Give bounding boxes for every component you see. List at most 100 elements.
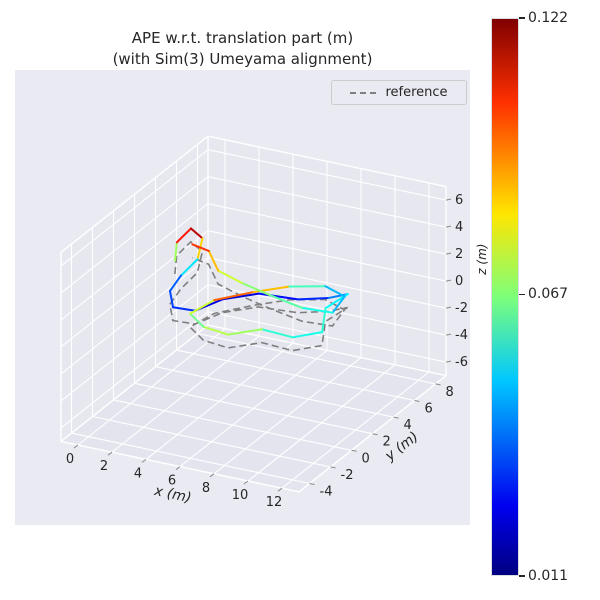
- ape-trajectory-segment: [324, 285, 346, 298]
- y-tick-label: -4: [320, 485, 333, 500]
- grid-line: [207, 257, 447, 309]
- axis-line: [60, 324, 209, 442]
- colorbar: [491, 18, 519, 576]
- z-tick-label: 6: [455, 193, 463, 208]
- y-tick-mark: [330, 466, 336, 469]
- ape-trajectory-segment: [221, 292, 260, 301]
- ape-trajectory-segment: [297, 296, 330, 301]
- grid-line: [176, 349, 415, 402]
- axis-line: [207, 324, 447, 377]
- z-tick-label: 4: [455, 220, 463, 235]
- grid-line: [207, 311, 447, 363]
- ape-trajectory-segment: [213, 291, 255, 302]
- x-axis-label: x (m): [152, 483, 193, 507]
- z-tick-mark: [445, 279, 452, 282]
- z-tick-label: 2: [455, 247, 463, 262]
- axis-line: [60, 135, 209, 253]
- ape-trajectory-segment: [189, 299, 216, 315]
- y-tick-label: 4: [404, 418, 412, 433]
- x-tick-mark: [141, 458, 147, 463]
- x-tick-label: 2: [100, 459, 108, 474]
- y-tick-mark: [309, 483, 315, 485]
- x-tick-mark: [73, 444, 79, 449]
- z-axis-label: z (m): [475, 244, 489, 276]
- grid-line: [155, 366, 394, 418]
- x-tick-mark: [243, 480, 249, 485]
- grid-line: [207, 176, 447, 228]
- y-tick-mark: [414, 400, 420, 402]
- grid-line: [60, 149, 209, 267]
- ape-trajectory-segment: [190, 227, 204, 240]
- z-tick-mark: [445, 225, 452, 228]
- colorbar-tick-mark: [519, 575, 525, 577]
- ape-trajectory-segment: [196, 237, 204, 261]
- ape-trajectory-segment: [261, 328, 294, 339]
- ape-trajectory-segment: [227, 328, 263, 336]
- legend: reference: [331, 80, 467, 105]
- grid-line: [92, 415, 331, 468]
- ape-trajectory-segment: [180, 258, 199, 277]
- z-tick-mark: [445, 360, 452, 363]
- colorbar-tick-mark: [519, 17, 525, 19]
- x-tick-label: 12: [266, 495, 283, 510]
- legend-reference-label: reference: [385, 85, 448, 100]
- legend-dashed-line-sample: [350, 91, 377, 94]
- x-tick-mark: [175, 466, 181, 471]
- reference-trajectory: [169, 240, 349, 352]
- ape-trajectory-segment: [189, 312, 205, 328]
- ape-trajectory-segment: [202, 325, 230, 336]
- plot-title: APE w.r.t. translation part (m) (with Si…: [15, 28, 470, 70]
- y-tick-label: 2: [383, 435, 391, 450]
- ape-trajectory-segment: [217, 269, 243, 284]
- z-tick-mark: [445, 306, 452, 309]
- x-tick-mark: [209, 473, 215, 478]
- z-tick-label: 0: [455, 274, 463, 289]
- y-tick-label: -2: [341, 468, 354, 483]
- z-tick-mark: [445, 252, 452, 255]
- x-tick-mark: [107, 451, 113, 456]
- ape-trajectory-segment: [172, 306, 197, 312]
- ape-trajectory-segment: [257, 292, 299, 301]
- grid-line: [60, 257, 209, 375]
- plot-title-line1: APE w.r.t. translation part (m): [131, 29, 354, 47]
- grid-line: [134, 382, 373, 435]
- ape-trajectory-segment: [175, 227, 192, 244]
- x-tick-label: 4: [134, 466, 142, 481]
- ape-trajectory-segment: [240, 281, 271, 296]
- x-tick-label: 10: [232, 488, 249, 503]
- ape-trajectory-segment: [268, 293, 304, 309]
- grid-line: [60, 311, 209, 429]
- y-tick-mark: [372, 433, 378, 436]
- y-tick-mark: [351, 449, 357, 452]
- plot-title-line2: (with Sim(3) Umeyama alignment): [112, 50, 373, 68]
- axis-line: [207, 135, 447, 188]
- ape-trajectory-segment: [291, 331, 324, 339]
- ape-trajectory-segment: [169, 274, 182, 292]
- axis-line: [60, 440, 300, 493]
- ape-trajectory-segment: [331, 295, 346, 314]
- ape-trajectory-segment: [207, 249, 220, 272]
- colorbar-tick-mark: [519, 293, 525, 296]
- y-tick-mark: [435, 383, 441, 386]
- grid-line: [60, 176, 209, 294]
- grid-line: [207, 230, 447, 282]
- colorbar-tick-label: 0.122: [528, 10, 569, 26]
- y-tick-label: 0: [362, 451, 370, 466]
- x-tick-mark: [277, 487, 283, 492]
- z-tick-label: -6: [455, 355, 468, 370]
- y-tick-mark: [393, 416, 399, 419]
- colorbar-tick-label: 0.011: [528, 568, 569, 584]
- grid-line: [207, 149, 447, 201]
- y-tick-label: 6: [425, 402, 433, 417]
- ape-trajectory-segment: [327, 293, 349, 299]
- grid-line: [60, 203, 209, 321]
- grid-line: [71, 432, 310, 485]
- z-tick-mark: [445, 198, 452, 201]
- z-tick-mark: [445, 333, 452, 336]
- ape-trajectory-segment: [301, 306, 334, 314]
- z-tick-label: -2: [455, 301, 468, 316]
- colorbar-tick-label: 0.067: [528, 286, 569, 303]
- z-tick-label: -4: [455, 328, 468, 343]
